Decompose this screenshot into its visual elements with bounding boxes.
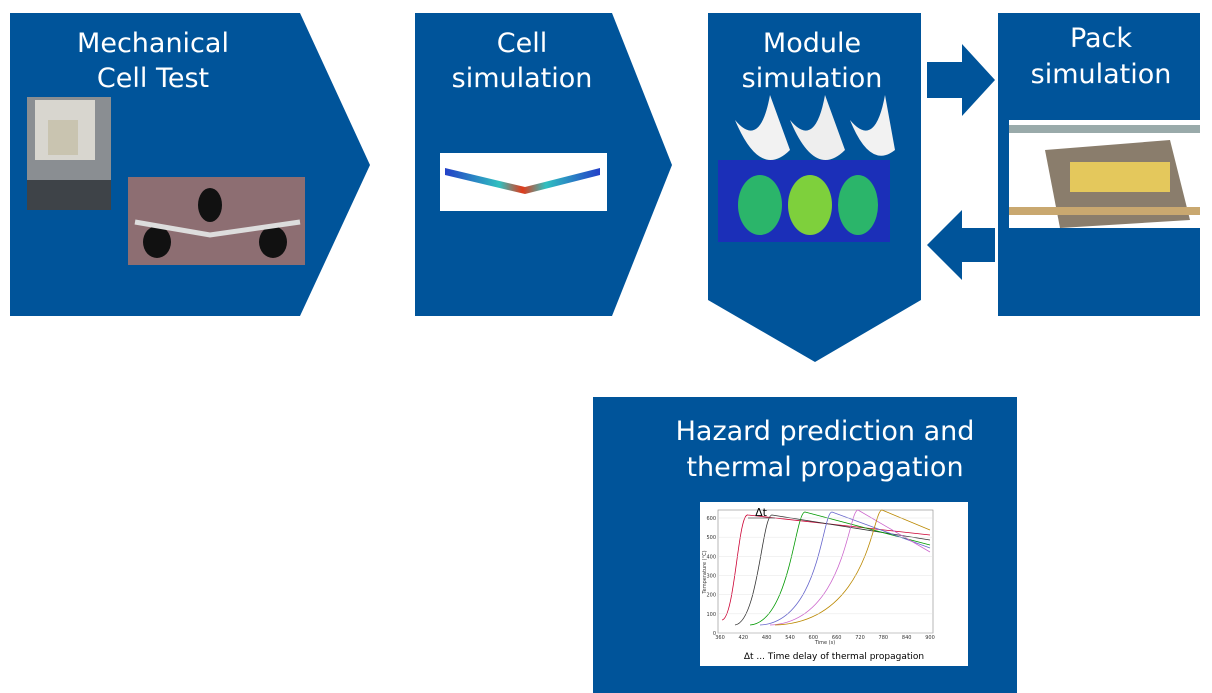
step-title: simulation [452,63,593,94]
plot-tick-label: 660 [832,635,842,641]
simulation-image [440,153,607,211]
plot-tick-label: 100 [706,612,716,618]
plot-tick-label: 840 [902,635,912,641]
hazard-title: thermal propagation [686,452,963,483]
step-title: Mechanical [77,28,229,59]
plot-tick-label: 540 [785,635,795,641]
plot-tick-label: 200 [706,593,716,599]
plot-tick-label: 780 [879,635,889,641]
arrow-left [927,210,995,280]
plot-tick-label: 400 [706,554,716,560]
plot-tick-label: 600 [809,635,819,641]
hazard-title: Hazard prediction and [676,416,975,447]
step-title: simulation [1031,59,1172,90]
arrow-right [927,44,995,116]
step-title: Pack [1070,23,1132,54]
photo [27,97,111,210]
plot-marker: Δt [755,506,768,519]
step-title: Module [763,28,861,59]
step-title: Cell [497,28,547,59]
diagram: Mechanical Cell Test Cell simulation Mod… [0,0,1212,693]
plot-tick-label: 900 [925,635,935,641]
step-title: simulation [742,63,883,94]
plot-caption: Δt ... Time delay of thermal propagation [744,652,924,662]
plot-tick-label: 480 [762,635,772,641]
plot-tick-label: 500 [706,535,716,541]
plot-tick-label: 360 [715,635,725,641]
photo [128,177,305,265]
plot-tick-label: 300 [706,574,716,580]
plot-tick-label: 720 [855,635,865,641]
plot-tick-label: 600 [706,516,716,522]
plot-tick-label: 420 [739,635,749,641]
simulation-image [1009,120,1200,228]
step-title: Cell Test [97,63,209,94]
